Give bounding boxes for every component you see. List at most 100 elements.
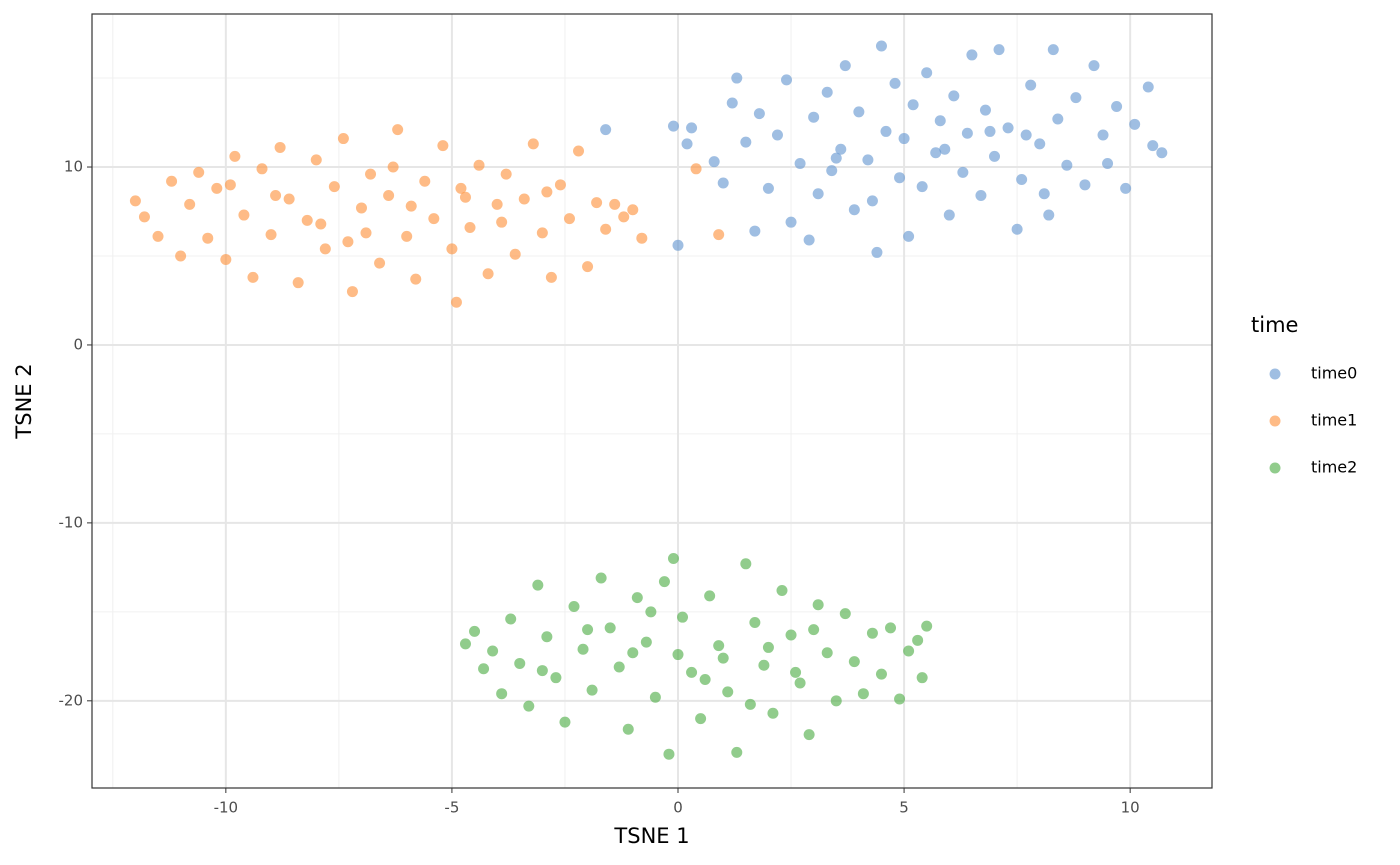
point: [731, 72, 743, 84]
point: [631, 592, 643, 604]
point: [848, 656, 860, 668]
point: [740, 558, 752, 570]
point: [704, 590, 716, 602]
point: [220, 254, 232, 266]
point: [591, 197, 603, 209]
point: [464, 222, 476, 234]
point: [857, 688, 869, 700]
point: [961, 127, 973, 139]
point: [523, 700, 535, 712]
point: [862, 154, 874, 166]
point: [613, 661, 625, 673]
point: [496, 216, 508, 228]
point: [894, 172, 906, 184]
legend-label: time2: [1311, 458, 1357, 477]
point: [310, 154, 322, 166]
point: [337, 133, 349, 145]
point: [880, 125, 892, 137]
point: [586, 684, 598, 696]
point: [785, 216, 797, 228]
point: [437, 140, 449, 152]
point: [618, 211, 630, 223]
point: [428, 213, 440, 225]
point: [1047, 44, 1059, 56]
point: [776, 584, 788, 596]
point: [767, 707, 779, 719]
point: [274, 141, 286, 153]
point: [771, 129, 783, 141]
point: [979, 104, 991, 116]
point: [749, 617, 761, 629]
legend-label: time1: [1311, 411, 1357, 430]
point: [600, 223, 612, 235]
point: [649, 691, 661, 703]
point: [667, 120, 679, 132]
point: [903, 645, 915, 657]
point: [808, 111, 820, 123]
x-tick-label: 0: [673, 799, 683, 817]
point: [695, 713, 707, 725]
plot-border: [91, 13, 1213, 789]
point: [193, 166, 205, 178]
point: [536, 227, 548, 239]
point: [984, 125, 996, 137]
point: [726, 97, 738, 109]
point: [826, 165, 838, 177]
point: [387, 161, 399, 173]
point: [1043, 209, 1055, 221]
point: [930, 147, 942, 159]
point: [794, 677, 806, 689]
point: [292, 277, 304, 289]
point: [758, 659, 770, 671]
point: [459, 638, 471, 650]
point: [898, 133, 910, 145]
point: [853, 106, 865, 118]
point: [202, 232, 214, 244]
point: [541, 186, 553, 198]
point: [808, 624, 820, 636]
point: [667, 552, 679, 564]
point: [482, 268, 494, 280]
point: [699, 673, 711, 685]
point: [762, 182, 774, 194]
point: [690, 163, 702, 175]
point: [600, 124, 612, 136]
point: [1147, 140, 1159, 152]
point: [686, 666, 698, 678]
point: [491, 198, 503, 210]
legend-title: time: [1251, 313, 1298, 337]
point: [554, 179, 566, 191]
point: [563, 213, 575, 225]
point: [270, 189, 282, 201]
point: [903, 230, 915, 242]
point: [921, 620, 933, 632]
point: [803, 729, 815, 741]
point: [1016, 173, 1028, 185]
point: [545, 271, 557, 283]
x-tick-label: 10: [1121, 799, 1140, 817]
point: [812, 599, 824, 611]
point: [175, 250, 187, 262]
point: [753, 108, 765, 120]
point: [446, 243, 458, 255]
point: [1111, 101, 1123, 113]
point: [1129, 118, 1141, 130]
point: [622, 723, 634, 735]
point: [505, 613, 517, 625]
legend-marker: [1269, 368, 1281, 380]
point: [518, 193, 530, 205]
point: [550, 672, 562, 684]
point: [839, 608, 851, 620]
point: [686, 122, 698, 134]
point: [912, 634, 924, 646]
point: [672, 649, 684, 661]
point: [713, 229, 725, 241]
point: [627, 647, 639, 659]
point: [785, 629, 797, 641]
point: [1038, 188, 1050, 200]
point: [283, 193, 295, 205]
point: [708, 156, 720, 168]
x-axis-title: TSNE 1: [613, 824, 689, 848]
point: [1120, 182, 1132, 194]
point: [939, 143, 951, 155]
